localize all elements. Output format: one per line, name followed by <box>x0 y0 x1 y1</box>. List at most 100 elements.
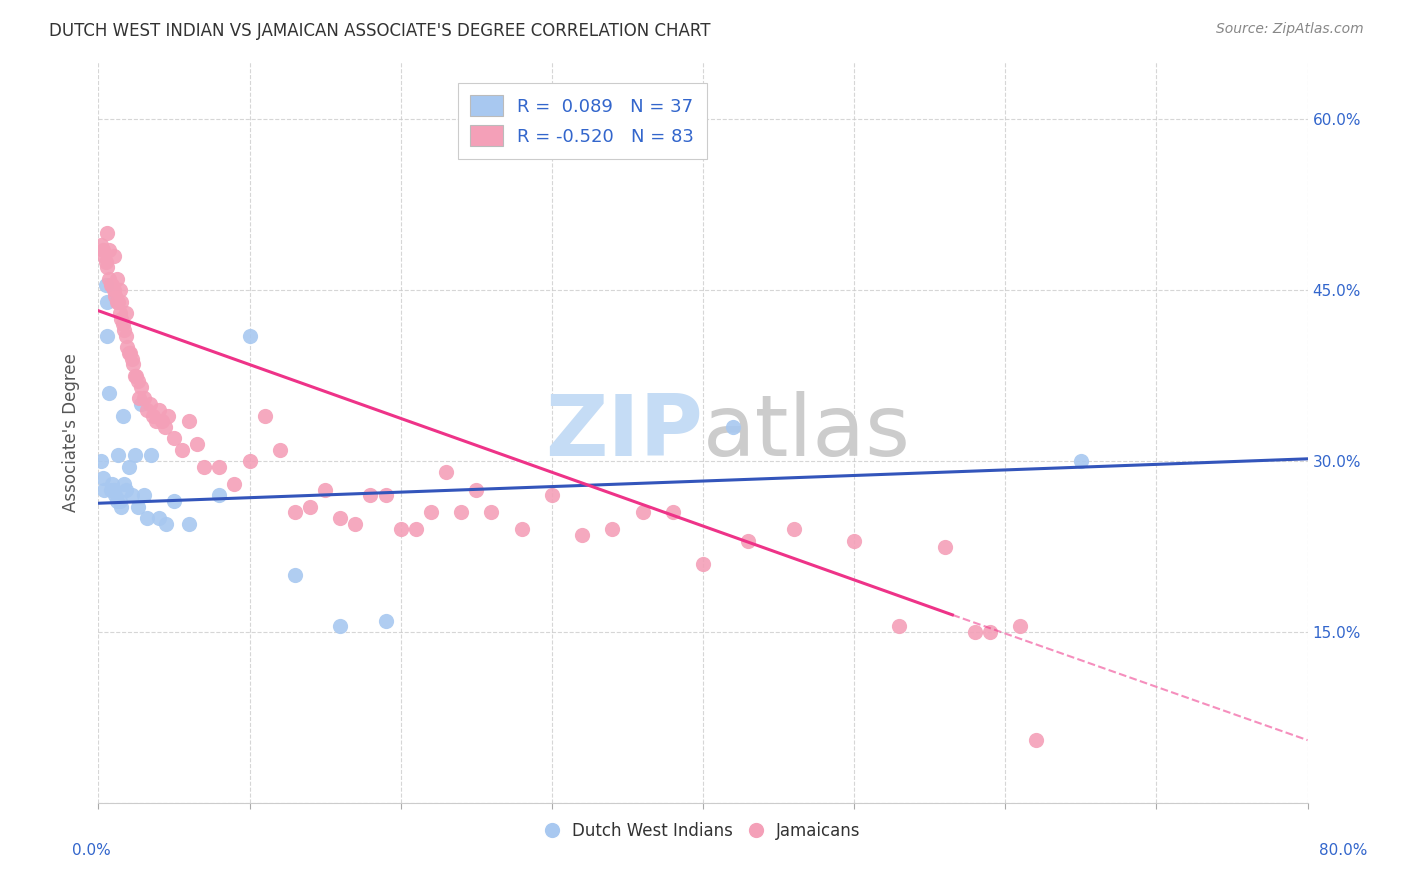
Point <box>239 454 262 468</box>
Point <box>1024 733 1046 747</box>
Point <box>127 500 149 514</box>
Point <box>540 488 562 502</box>
Point <box>631 505 654 519</box>
Point <box>481 505 503 519</box>
Point <box>360 488 382 502</box>
Point <box>1070 454 1092 468</box>
Point <box>94 277 117 292</box>
Point <box>139 397 162 411</box>
Point <box>114 328 136 343</box>
Point <box>179 414 201 428</box>
Point <box>105 272 128 286</box>
Point <box>150 414 173 428</box>
Point <box>374 614 396 628</box>
Point <box>737 533 759 548</box>
Text: 80.0%: 80.0% <box>1319 843 1367 858</box>
Point <box>269 442 291 457</box>
Point <box>170 442 193 457</box>
Point <box>344 516 367 531</box>
Point <box>132 392 155 406</box>
Point <box>103 283 125 297</box>
Point <box>100 277 122 292</box>
Point <box>979 624 1001 639</box>
Point <box>107 294 129 309</box>
Point <box>571 528 593 542</box>
Point <box>114 306 136 320</box>
Point <box>239 328 262 343</box>
Point <box>153 420 176 434</box>
Point <box>115 340 138 354</box>
Text: atlas: atlas <box>703 391 911 475</box>
Point <box>465 483 488 497</box>
Point <box>98 244 121 258</box>
Point <box>284 568 307 582</box>
Point <box>142 409 165 423</box>
Point <box>179 516 201 531</box>
Point <box>692 557 714 571</box>
Point <box>163 431 186 445</box>
Point <box>141 449 163 463</box>
Point <box>107 449 129 463</box>
Point <box>118 346 141 360</box>
Point <box>155 516 177 531</box>
Point <box>510 523 533 537</box>
Point <box>148 511 170 525</box>
Point <box>96 328 118 343</box>
Point <box>111 318 134 332</box>
Text: Source: ZipAtlas.com: Source: ZipAtlas.com <box>1216 22 1364 37</box>
Point <box>450 505 472 519</box>
Point <box>91 471 114 485</box>
Text: 0.0%: 0.0% <box>72 843 111 858</box>
Point <box>208 488 231 502</box>
Point <box>132 488 155 502</box>
Point <box>193 459 215 474</box>
Point <box>661 505 683 519</box>
Point <box>1010 619 1032 633</box>
Point <box>374 488 396 502</box>
Legend: Dutch West Indians, Jamaicans: Dutch West Indians, Jamaicans <box>538 815 868 847</box>
Point <box>100 483 122 497</box>
Point <box>124 368 146 383</box>
Point <box>253 409 276 423</box>
Point <box>110 500 132 514</box>
Text: ZIP: ZIP <box>546 391 703 475</box>
Point <box>844 533 866 548</box>
Point <box>934 540 956 554</box>
Point <box>314 483 336 497</box>
Point <box>101 277 124 292</box>
Point <box>108 494 131 508</box>
Point <box>105 494 128 508</box>
Point <box>224 476 246 491</box>
Point <box>783 523 806 537</box>
Point <box>108 306 131 320</box>
Point <box>329 619 352 633</box>
Point <box>129 397 152 411</box>
Point <box>104 488 127 502</box>
Point <box>723 420 745 434</box>
Point <box>90 237 112 252</box>
Point <box>148 402 170 417</box>
Point <box>96 227 118 241</box>
Point <box>112 323 135 337</box>
Point <box>299 500 322 514</box>
Y-axis label: Associate's Degree: Associate's Degree <box>62 353 80 512</box>
Point <box>135 402 157 417</box>
Point <box>93 249 115 263</box>
Point <box>602 523 624 537</box>
Point <box>120 346 142 360</box>
Point <box>405 523 427 537</box>
Point <box>186 437 208 451</box>
Point <box>118 459 141 474</box>
Point <box>122 357 145 371</box>
Point <box>105 294 128 309</box>
Point <box>329 511 352 525</box>
Point <box>114 483 136 497</box>
Point <box>112 476 135 491</box>
Point <box>127 375 149 389</box>
Point <box>110 294 132 309</box>
Point <box>129 380 152 394</box>
Point <box>163 494 186 508</box>
Point <box>420 505 443 519</box>
Point <box>128 392 150 406</box>
Point <box>284 505 307 519</box>
